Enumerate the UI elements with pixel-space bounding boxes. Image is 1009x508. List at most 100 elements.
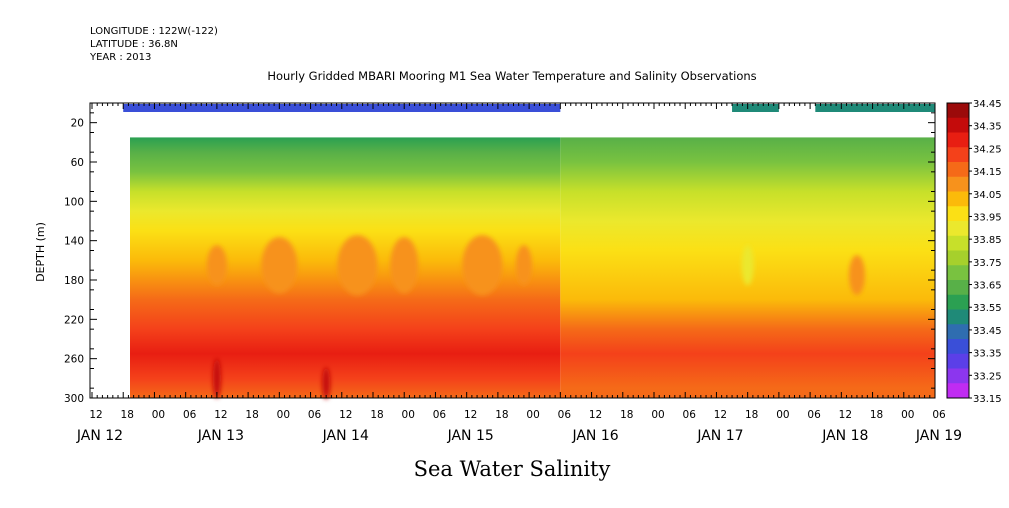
colorbar-label: 33.75 — [973, 258, 1002, 269]
x-day-label: JAN 16 — [571, 428, 618, 444]
colorbar-label: 33.45 — [973, 326, 1002, 337]
y-tick-label: 60 — [71, 157, 84, 169]
colorbar-swatch — [947, 324, 969, 340]
colorbar-swatch — [947, 221, 969, 237]
colorbar-label: 34.15 — [973, 167, 1002, 178]
latitude-text: LATITUDE : 36.8N — [90, 39, 178, 50]
x-hour-label: 06 — [807, 409, 821, 421]
colorbar-label: 34.05 — [973, 190, 1002, 201]
y-tick-label: 220 — [64, 314, 84, 326]
salinity-anomaly — [462, 235, 503, 296]
plot-area — [89, 102, 936, 400]
x-day-label: JAN 13 — [197, 428, 244, 444]
x-hour-label: 12 — [89, 409, 102, 421]
x-hour-label: 06 — [308, 409, 322, 421]
colorbar-label: 33.55 — [973, 303, 1002, 314]
colorbar-label: 33.85 — [973, 235, 1002, 246]
colorbar-swatch — [947, 383, 969, 399]
x-hour-label: 12 — [464, 409, 477, 421]
colorbar-swatch — [947, 176, 969, 192]
x-hour-label: 12 — [714, 409, 727, 421]
y-tick-label: 140 — [64, 236, 84, 248]
colorbar-swatch — [947, 103, 969, 119]
salinity-anomaly — [515, 245, 532, 286]
x-hour-label: 18 — [370, 409, 383, 421]
colorbar-swatch — [947, 368, 969, 384]
x-hour-label: 00 — [152, 409, 165, 421]
x-hour-label: 18 — [870, 409, 883, 421]
surface-band-segment — [815, 104, 935, 112]
x-day-label: JAN 14 — [322, 428, 369, 444]
x-hour-label: 12 — [839, 409, 852, 421]
y-axis: 20 60 100 140 180 220 260 300 — [64, 112, 935, 405]
colorbar-swatch — [947, 265, 969, 281]
colorbar-swatch — [947, 132, 969, 148]
x-hour-label: 00 — [901, 409, 914, 421]
y-tick-label: 260 — [64, 354, 84, 366]
colorbar-swatch — [947, 309, 969, 325]
year-text: YEAR : 2013 — [89, 52, 151, 63]
colorbar-label: 33.65 — [973, 281, 1002, 292]
x-hour-label: 18 — [245, 409, 258, 421]
x-hour-label: 00 — [526, 409, 539, 421]
x-hour-label: 18 — [495, 409, 508, 421]
x-day-label: JAN 19 — [915, 428, 962, 444]
x-hour-label: 00 — [776, 409, 789, 421]
salinity-anomaly — [206, 245, 227, 286]
x-hour-label: 18 — [620, 409, 633, 421]
colorbar-label: 34.45 — [973, 99, 1002, 110]
x-day-label: JAN 18 — [821, 428, 868, 444]
x-hour-label: 06 — [558, 409, 572, 421]
colorbar-swatch — [947, 206, 969, 222]
colorbar-label: 33.15 — [973, 394, 1002, 405]
y-tick-label: 180 — [64, 275, 84, 287]
chart-title: Hourly Gridded MBARI Mooring M1 Sea Wate… — [267, 69, 756, 83]
colorbar: 34.45 34.35 34.25 34.15 34.05 33.95 33.85 33.75… — [946, 99, 1002, 405]
colorbar-swatch — [947, 353, 969, 369]
x-hour-label: 06 — [683, 409, 697, 421]
colorbar-swatch — [947, 339, 969, 355]
colorbar-swatch — [947, 280, 969, 296]
colorbar-label: 33.25 — [973, 371, 1002, 382]
salinity-anomaly — [390, 237, 419, 294]
colorbar-label: 34.35 — [973, 122, 1002, 133]
x-hour-label: 06 — [433, 409, 447, 421]
x-day-label: JAN 12 — [76, 428, 123, 444]
x-axis-label: Sea Water Salinity — [414, 457, 611, 481]
surface-band-segment — [732, 104, 779, 112]
x-hour-label: 12 — [339, 409, 352, 421]
colorbar-label: 33.95 — [973, 212, 1002, 223]
colorbar-swatch — [947, 294, 969, 310]
y-tick-label: 300 — [64, 393, 84, 405]
colorbar-swatch — [947, 235, 969, 251]
colorbar-swatch — [947, 162, 969, 178]
colorbar-frame — [946, 102, 970, 399]
salinity-anomaly — [261, 237, 298, 294]
salinity-anomaly — [741, 245, 754, 286]
y-axis-label: DEPTH (m) — [34, 222, 47, 282]
x-day-label: JAN 17 — [696, 428, 743, 444]
colorbar-label: 34.25 — [973, 144, 1002, 155]
salinity-anomaly — [212, 358, 221, 399]
colorbar-swatch — [947, 117, 969, 133]
colorbar-swatch — [947, 147, 969, 163]
colorbar-swatch — [947, 250, 969, 266]
x-axis: 12 18 00 06 12 18 00 06 12 18 00 06 12 18 00 06 12 18 00 06… — [76, 103, 962, 444]
x-hour-label: 18 — [121, 409, 134, 421]
x-hour-label: 06 — [932, 409, 946, 421]
colorbar-swatch — [947, 191, 969, 207]
y-tick-label: 100 — [64, 196, 84, 208]
salinity-anomaly — [848, 255, 865, 296]
x-hour-label: 00 — [277, 409, 290, 421]
salinity-anomaly — [337, 235, 378, 296]
x-hour-label: 00 — [651, 409, 664, 421]
salinity-anomaly — [322, 367, 331, 400]
colorbar-label: 33.35 — [973, 349, 1002, 360]
x-hour-label: 12 — [589, 409, 602, 421]
x-hour-label: 12 — [214, 409, 227, 421]
x-hour-label: 00 — [402, 409, 415, 421]
x-hour-label: 06 — [183, 409, 197, 421]
salinity-anomalies — [206, 235, 865, 400]
